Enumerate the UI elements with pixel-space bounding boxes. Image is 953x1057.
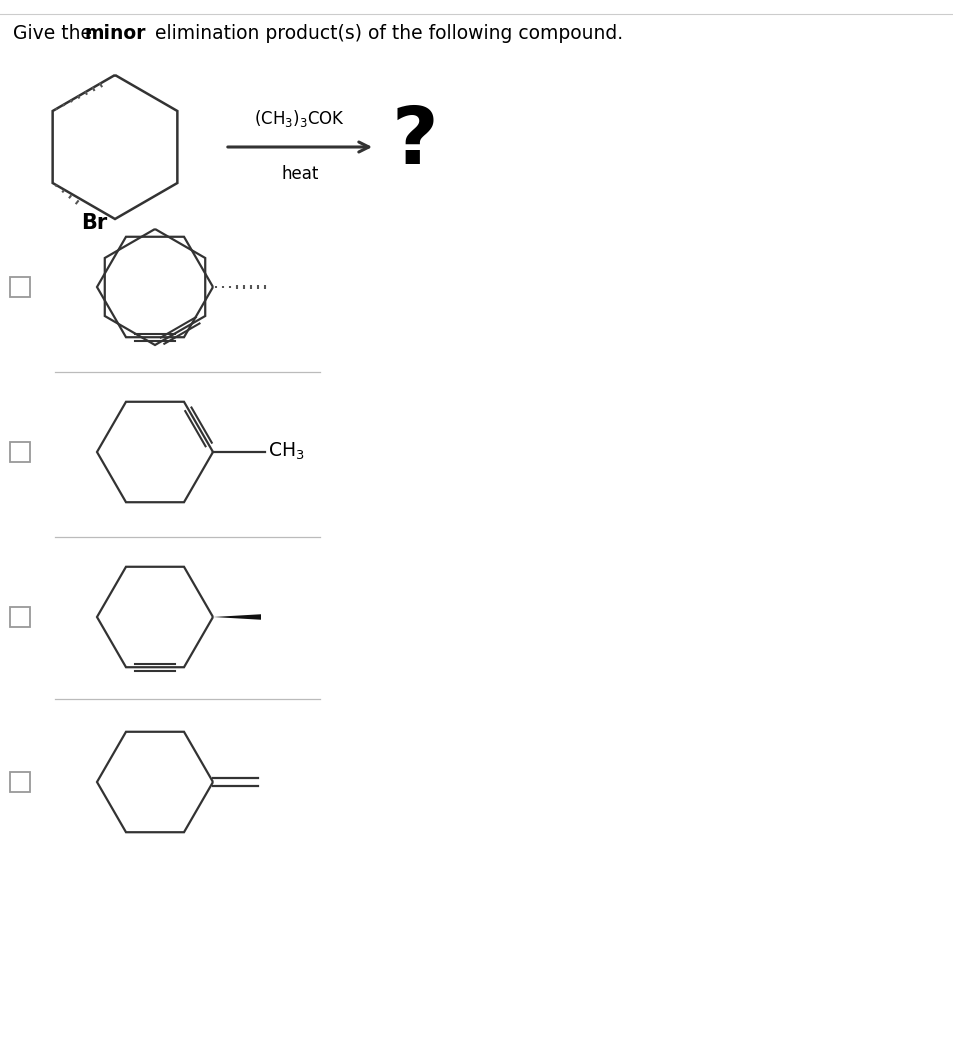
FancyBboxPatch shape — [10, 607, 30, 627]
Polygon shape — [213, 614, 261, 619]
Text: heat: heat — [281, 165, 318, 183]
Text: Give the: Give the — [13, 24, 98, 43]
Text: $\mathregular{(CH_3)_3COK}$: $\mathregular{(CH_3)_3COK}$ — [254, 108, 345, 129]
Text: minor: minor — [85, 24, 147, 43]
Text: elimination product(s) of the following compound.: elimination product(s) of the following … — [149, 24, 622, 43]
Text: Br: Br — [81, 214, 107, 233]
Text: $\mathregular{CH_3}$: $\mathregular{CH_3}$ — [268, 441, 304, 462]
Text: ?: ? — [392, 103, 438, 181]
FancyBboxPatch shape — [10, 442, 30, 462]
FancyBboxPatch shape — [10, 772, 30, 792]
FancyBboxPatch shape — [10, 277, 30, 297]
